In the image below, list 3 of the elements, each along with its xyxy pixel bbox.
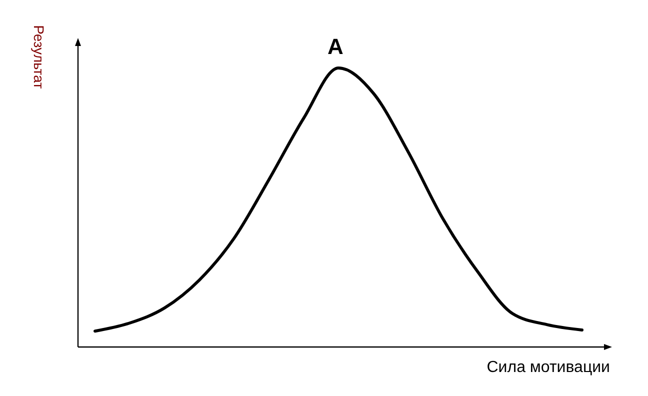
x-axis-title: Сила мотивации [486,359,610,376]
annotation: A [328,34,344,59]
y-axis-title: Результат [31,25,47,90]
